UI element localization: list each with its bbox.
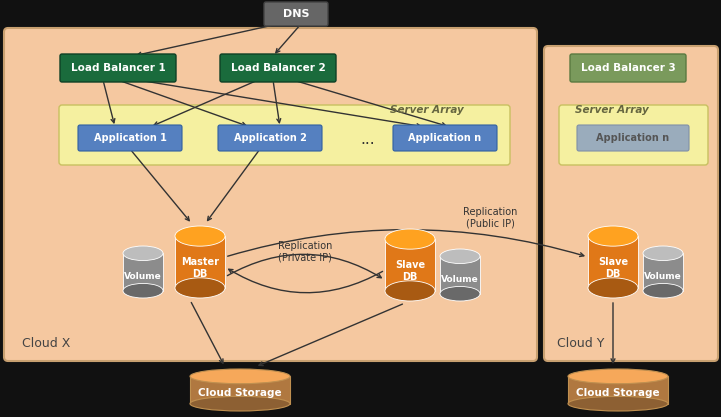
Text: Application n: Application n <box>408 133 482 143</box>
Ellipse shape <box>123 284 163 298</box>
Ellipse shape <box>440 249 480 264</box>
FancyBboxPatch shape <box>218 125 322 151</box>
Text: ...: ... <box>360 133 376 148</box>
FancyBboxPatch shape <box>175 236 225 288</box>
Text: Cloud X: Cloud X <box>22 337 71 350</box>
FancyBboxPatch shape <box>643 253 683 291</box>
FancyBboxPatch shape <box>4 28 537 361</box>
Ellipse shape <box>175 226 225 246</box>
FancyBboxPatch shape <box>59 105 510 165</box>
FancyBboxPatch shape <box>220 54 336 82</box>
Text: Volume: Volume <box>124 272 162 281</box>
Text: Load Balancer 3: Load Balancer 3 <box>580 63 676 73</box>
Text: Replication
(Private IP): Replication (Private IP) <box>278 241 332 263</box>
FancyBboxPatch shape <box>393 125 497 151</box>
Text: Application n: Application n <box>596 133 670 143</box>
FancyBboxPatch shape <box>588 236 638 288</box>
FancyBboxPatch shape <box>559 105 708 165</box>
Text: Master
DB: Master DB <box>181 257 219 279</box>
Ellipse shape <box>568 369 668 384</box>
Ellipse shape <box>440 286 480 301</box>
Ellipse shape <box>385 281 435 301</box>
FancyBboxPatch shape <box>123 253 163 291</box>
Ellipse shape <box>190 396 290 411</box>
FancyBboxPatch shape <box>60 54 176 82</box>
Ellipse shape <box>190 369 290 384</box>
Ellipse shape <box>643 246 683 261</box>
Text: Volume: Volume <box>644 272 682 281</box>
FancyBboxPatch shape <box>385 239 435 291</box>
Ellipse shape <box>175 278 225 298</box>
Text: Replication
(Public IP): Replication (Public IP) <box>463 207 517 229</box>
Text: Slave
DB: Slave DB <box>395 260 425 282</box>
Text: DNS: DNS <box>283 9 309 19</box>
Text: Server Array: Server Array <box>575 105 649 115</box>
FancyBboxPatch shape <box>570 54 686 82</box>
Ellipse shape <box>588 278 638 298</box>
Text: Cloud Y: Cloud Y <box>557 337 604 350</box>
Text: Load Balancer 1: Load Balancer 1 <box>71 63 165 73</box>
FancyBboxPatch shape <box>544 46 718 361</box>
Text: Application 2: Application 2 <box>234 133 306 143</box>
FancyBboxPatch shape <box>190 377 290 404</box>
Ellipse shape <box>643 284 683 298</box>
Ellipse shape <box>568 396 668 411</box>
FancyBboxPatch shape <box>568 377 668 404</box>
Text: Application 1: Application 1 <box>94 133 167 143</box>
Text: Load Balancer 2: Load Balancer 2 <box>231 63 325 73</box>
Ellipse shape <box>588 226 638 246</box>
Ellipse shape <box>385 229 435 249</box>
FancyBboxPatch shape <box>440 256 480 294</box>
FancyBboxPatch shape <box>78 125 182 151</box>
Text: Cloud Storage: Cloud Storage <box>198 388 282 398</box>
Text: Volume: Volume <box>441 275 479 284</box>
FancyBboxPatch shape <box>577 125 689 151</box>
Text: Cloud Storage: Cloud Storage <box>576 388 660 398</box>
Text: Slave
DB: Slave DB <box>598 257 628 279</box>
FancyBboxPatch shape <box>264 2 328 26</box>
Ellipse shape <box>123 246 163 261</box>
Text: Server Array: Server Array <box>390 105 464 115</box>
